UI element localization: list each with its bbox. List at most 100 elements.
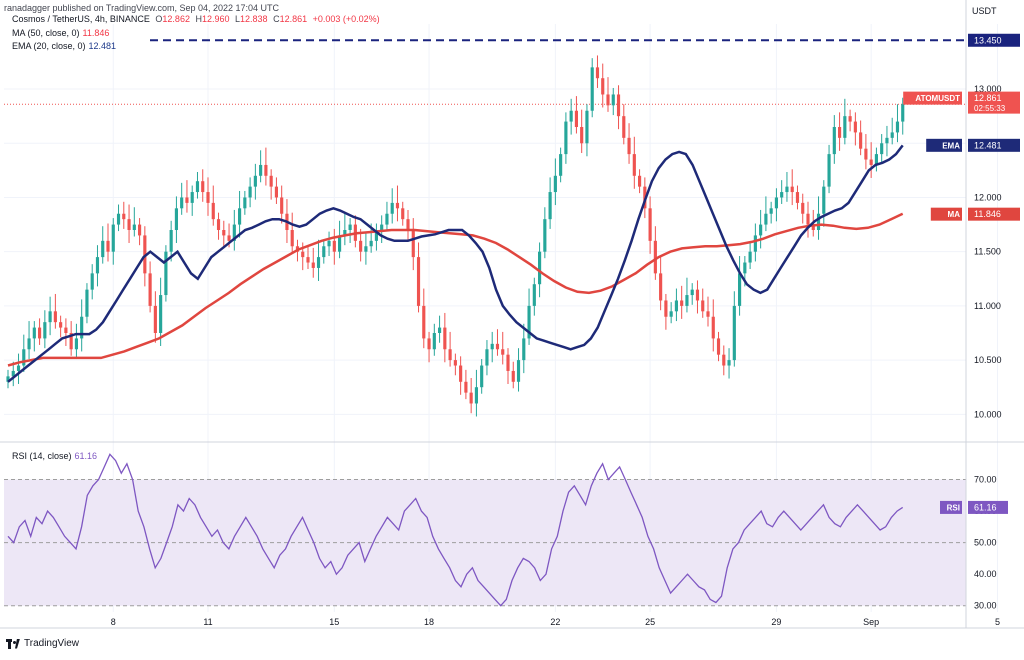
candle-body <box>306 257 310 263</box>
candle-body <box>59 322 63 328</box>
candle-body <box>501 349 505 355</box>
rsi-tick-label: 40.00 <box>974 569 997 579</box>
ma-line <box>7 212 904 367</box>
low-label: L <box>235 14 241 24</box>
candle-body <box>827 154 831 187</box>
candle-body <box>453 360 457 366</box>
candle-body <box>327 240 331 247</box>
candle-body <box>469 392 473 404</box>
ma-legend-label: MA (50, close, 0) <box>12 28 80 38</box>
last-price-tag-box <box>968 91 1020 114</box>
candle-body <box>53 311 57 323</box>
candle-body <box>559 154 563 176</box>
candle-body <box>585 110 589 144</box>
candle-body <box>122 213 126 220</box>
candle-body <box>80 316 84 339</box>
candle-body <box>90 273 94 290</box>
candle-body <box>874 154 878 165</box>
candle-body <box>395 202 400 209</box>
ma-legend[interactable]: MA (50, close, 0) 11.846 <box>12 28 109 38</box>
rsi-line <box>7 453 904 607</box>
candles <box>6 55 905 417</box>
candle-body <box>480 365 484 388</box>
candle-body <box>695 289 700 301</box>
candle-body <box>895 121 900 133</box>
candle-body <box>511 370 515 382</box>
candle-body <box>795 192 800 203</box>
candle-body <box>627 137 631 155</box>
rsi-tag-label: RSI <box>947 503 960 512</box>
ema-tag-value: 12.481 <box>974 140 1002 150</box>
candle-body <box>580 127 584 144</box>
candle-body <box>95 257 100 274</box>
candle-body <box>38 327 42 339</box>
tradingview-logo[interactable]: TradingView <box>6 638 79 649</box>
ma-legend-value: 11.846 <box>82 28 110 38</box>
candle-body <box>180 197 184 209</box>
candle-body <box>822 186 826 214</box>
candle-body <box>6 376 10 382</box>
candle-body <box>185 197 189 203</box>
time-tick-label: 29 <box>771 617 781 627</box>
ema-tag-value-box <box>968 138 1020 152</box>
candle-body <box>253 175 257 187</box>
candle-body <box>127 219 131 230</box>
candle-body <box>495 343 500 350</box>
candle-body <box>443 327 447 350</box>
candle-body <box>885 137 889 144</box>
candle-body <box>259 164 263 176</box>
ema-legend[interactable]: EMA (20, close, 0) 12.481 <box>12 41 116 51</box>
candle-body <box>232 224 236 241</box>
candle-body <box>101 240 105 258</box>
candle-body <box>269 175 273 187</box>
candle-body <box>853 121 857 133</box>
candle-body <box>411 230 415 258</box>
candle-body <box>222 230 226 236</box>
candle-body <box>164 251 168 296</box>
candle-body <box>27 338 31 350</box>
candle-body <box>274 186 278 198</box>
candle-body <box>669 311 673 317</box>
candle-body <box>664 300 668 317</box>
candle-body <box>338 235 342 252</box>
candle-body <box>632 154 636 176</box>
candle-body <box>174 208 178 230</box>
candle-body <box>343 230 347 236</box>
candle-body <box>406 219 410 230</box>
candle-body <box>416 257 421 306</box>
candle-body <box>869 159 873 165</box>
candle-body <box>332 240 336 252</box>
candle-body <box>474 387 478 404</box>
candle-body <box>280 197 284 214</box>
price-tick-label: 11.500 <box>974 247 1001 257</box>
candle-body <box>427 338 431 350</box>
candle-body <box>201 181 205 193</box>
candle-body <box>774 197 778 209</box>
candle-body <box>132 224 136 230</box>
candle-body <box>490 343 494 350</box>
candle-body <box>190 192 194 203</box>
candle-body <box>811 224 815 230</box>
candle-body <box>674 300 678 312</box>
candle-body <box>759 224 763 236</box>
candle-body <box>722 354 726 366</box>
candle-body <box>43 322 47 339</box>
symbol-tag-label: ATOMUSDT <box>915 94 960 103</box>
rsi-tag-value-box <box>968 500 1008 514</box>
candle-body <box>422 305 426 339</box>
candle-body <box>264 164 268 176</box>
candle-body <box>764 213 768 225</box>
candle-body <box>432 333 436 350</box>
candle-body <box>116 213 121 225</box>
candle-body <box>843 116 847 138</box>
rsi-tick-label: 70.00 <box>974 475 997 485</box>
candle-body <box>801 202 805 214</box>
tradingview-logo-icon <box>6 638 20 649</box>
last-price-tag-countdown: 02:55:33 <box>974 104 1006 113</box>
time-tick-label: 11 <box>203 617 212 627</box>
candle-body <box>816 213 821 230</box>
candle-body <box>448 349 452 361</box>
rsi-legend[interactable]: RSI (14, close) 61.16 <box>12 451 97 461</box>
candle-body <box>69 333 73 350</box>
